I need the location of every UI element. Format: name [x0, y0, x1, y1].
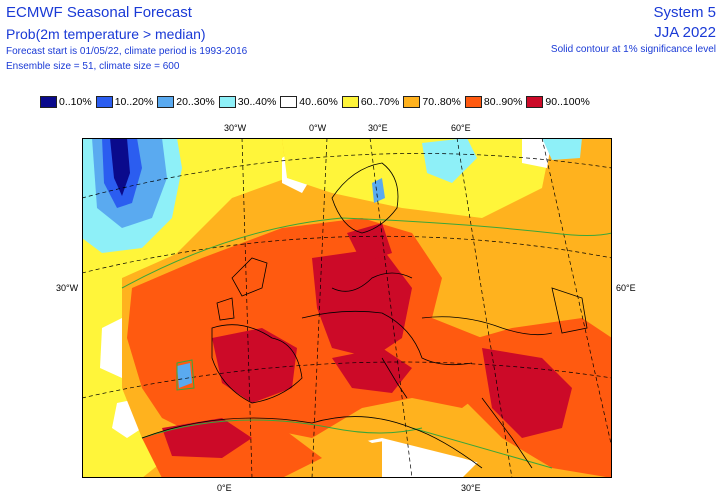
legend-item: 80..90% — [464, 95, 525, 109]
legend-label: 40..60% — [299, 96, 338, 108]
legend-label: 60..70% — [360, 96, 400, 108]
system-label: System 5 — [653, 4, 716, 21]
core-scandinavia — [347, 223, 392, 263]
lon-label-top-30w: 30°W — [224, 123, 247, 133]
legend-swatch — [40, 96, 57, 108]
legend-item: 60..70% — [341, 95, 402, 109]
legend-swatch — [280, 96, 298, 108]
legend-item: 30..40% — [218, 95, 279, 109]
legend-label: 70..80% — [422, 96, 461, 108]
significance-contours — [121, 217, 612, 469]
legend-item: 90..100% — [526, 95, 591, 109]
legend-label: 0..10% — [59, 96, 92, 108]
russia-white — [522, 138, 552, 168]
legend-label: 20..30% — [176, 96, 215, 108]
atlantic-blue-spot — [177, 363, 192, 388]
contour-note: Solid contour at 1% significance level — [550, 44, 716, 55]
legend-swatch — [464, 96, 482, 108]
lon-label-top-0: 0°W — [309, 123, 327, 133]
legend-item: 0..10% — [40, 95, 94, 109]
lon-label-left-30w: 30°W — [56, 283, 79, 293]
arctic-yellow — [282, 138, 552, 218]
greenland-darkblue — [110, 138, 130, 196]
probability-map — [82, 138, 612, 478]
legend-swatch — [218, 96, 236, 108]
baltic-blue — [372, 178, 385, 203]
legend-swatch — [157, 96, 175, 108]
graticule — [82, 138, 612, 478]
legend-label: 80..90% — [483, 96, 523, 108]
legend-item: 10..20% — [95, 95, 156, 109]
core-africa — [162, 418, 252, 458]
lon-label-right-60e: 60°E — [616, 283, 636, 293]
legend-label: 30..40% — [237, 96, 277, 108]
coastlines — [141, 162, 588, 469]
forecast-title: ECMWF Seasonal Forecast — [6, 4, 192, 21]
forecast-subtitle: Prob(2m temperature > median) — [6, 26, 206, 42]
legend-item: 40..60% — [280, 95, 340, 109]
legend-swatch — [526, 96, 544, 108]
core-iberia — [212, 328, 297, 403]
legend-item: 20..30% — [157, 95, 217, 109]
europe-red — [127, 218, 502, 438]
ensemble-info: Ensemble size = 51, climate size = 600 — [6, 61, 180, 72]
legend-swatch — [95, 96, 113, 108]
kara-cyan — [542, 138, 582, 160]
lon-label-bottom-0: 0°E — [217, 483, 232, 493]
lon-label-bottom-30e: 30°E — [461, 483, 481, 493]
lon-label-top-30e: 30°E — [368, 123, 388, 133]
probability-legend: 0..10% 10..20% 20..30% 30..40% 40..60% 60..70… — [40, 95, 594, 109]
core-middle-east — [482, 348, 572, 438]
lon-label-top-60e: 60°E — [451, 123, 471, 133]
core-central-europe — [312, 248, 412, 358]
map-frame — [82, 138, 612, 478]
legend-label: 10..20% — [114, 96, 154, 108]
core-med — [332, 348, 412, 393]
season-label: JJA 2022 — [654, 24, 716, 41]
legend-swatch — [341, 96, 359, 108]
barents-cyan — [422, 138, 477, 183]
forecast-start-info: Forecast start is 01/05/22, climate peri… — [6, 46, 248, 57]
legend-item: 70..80% — [403, 95, 463, 109]
legend-label: 90..100% — [545, 96, 590, 108]
legend-swatch — [403, 96, 421, 108]
